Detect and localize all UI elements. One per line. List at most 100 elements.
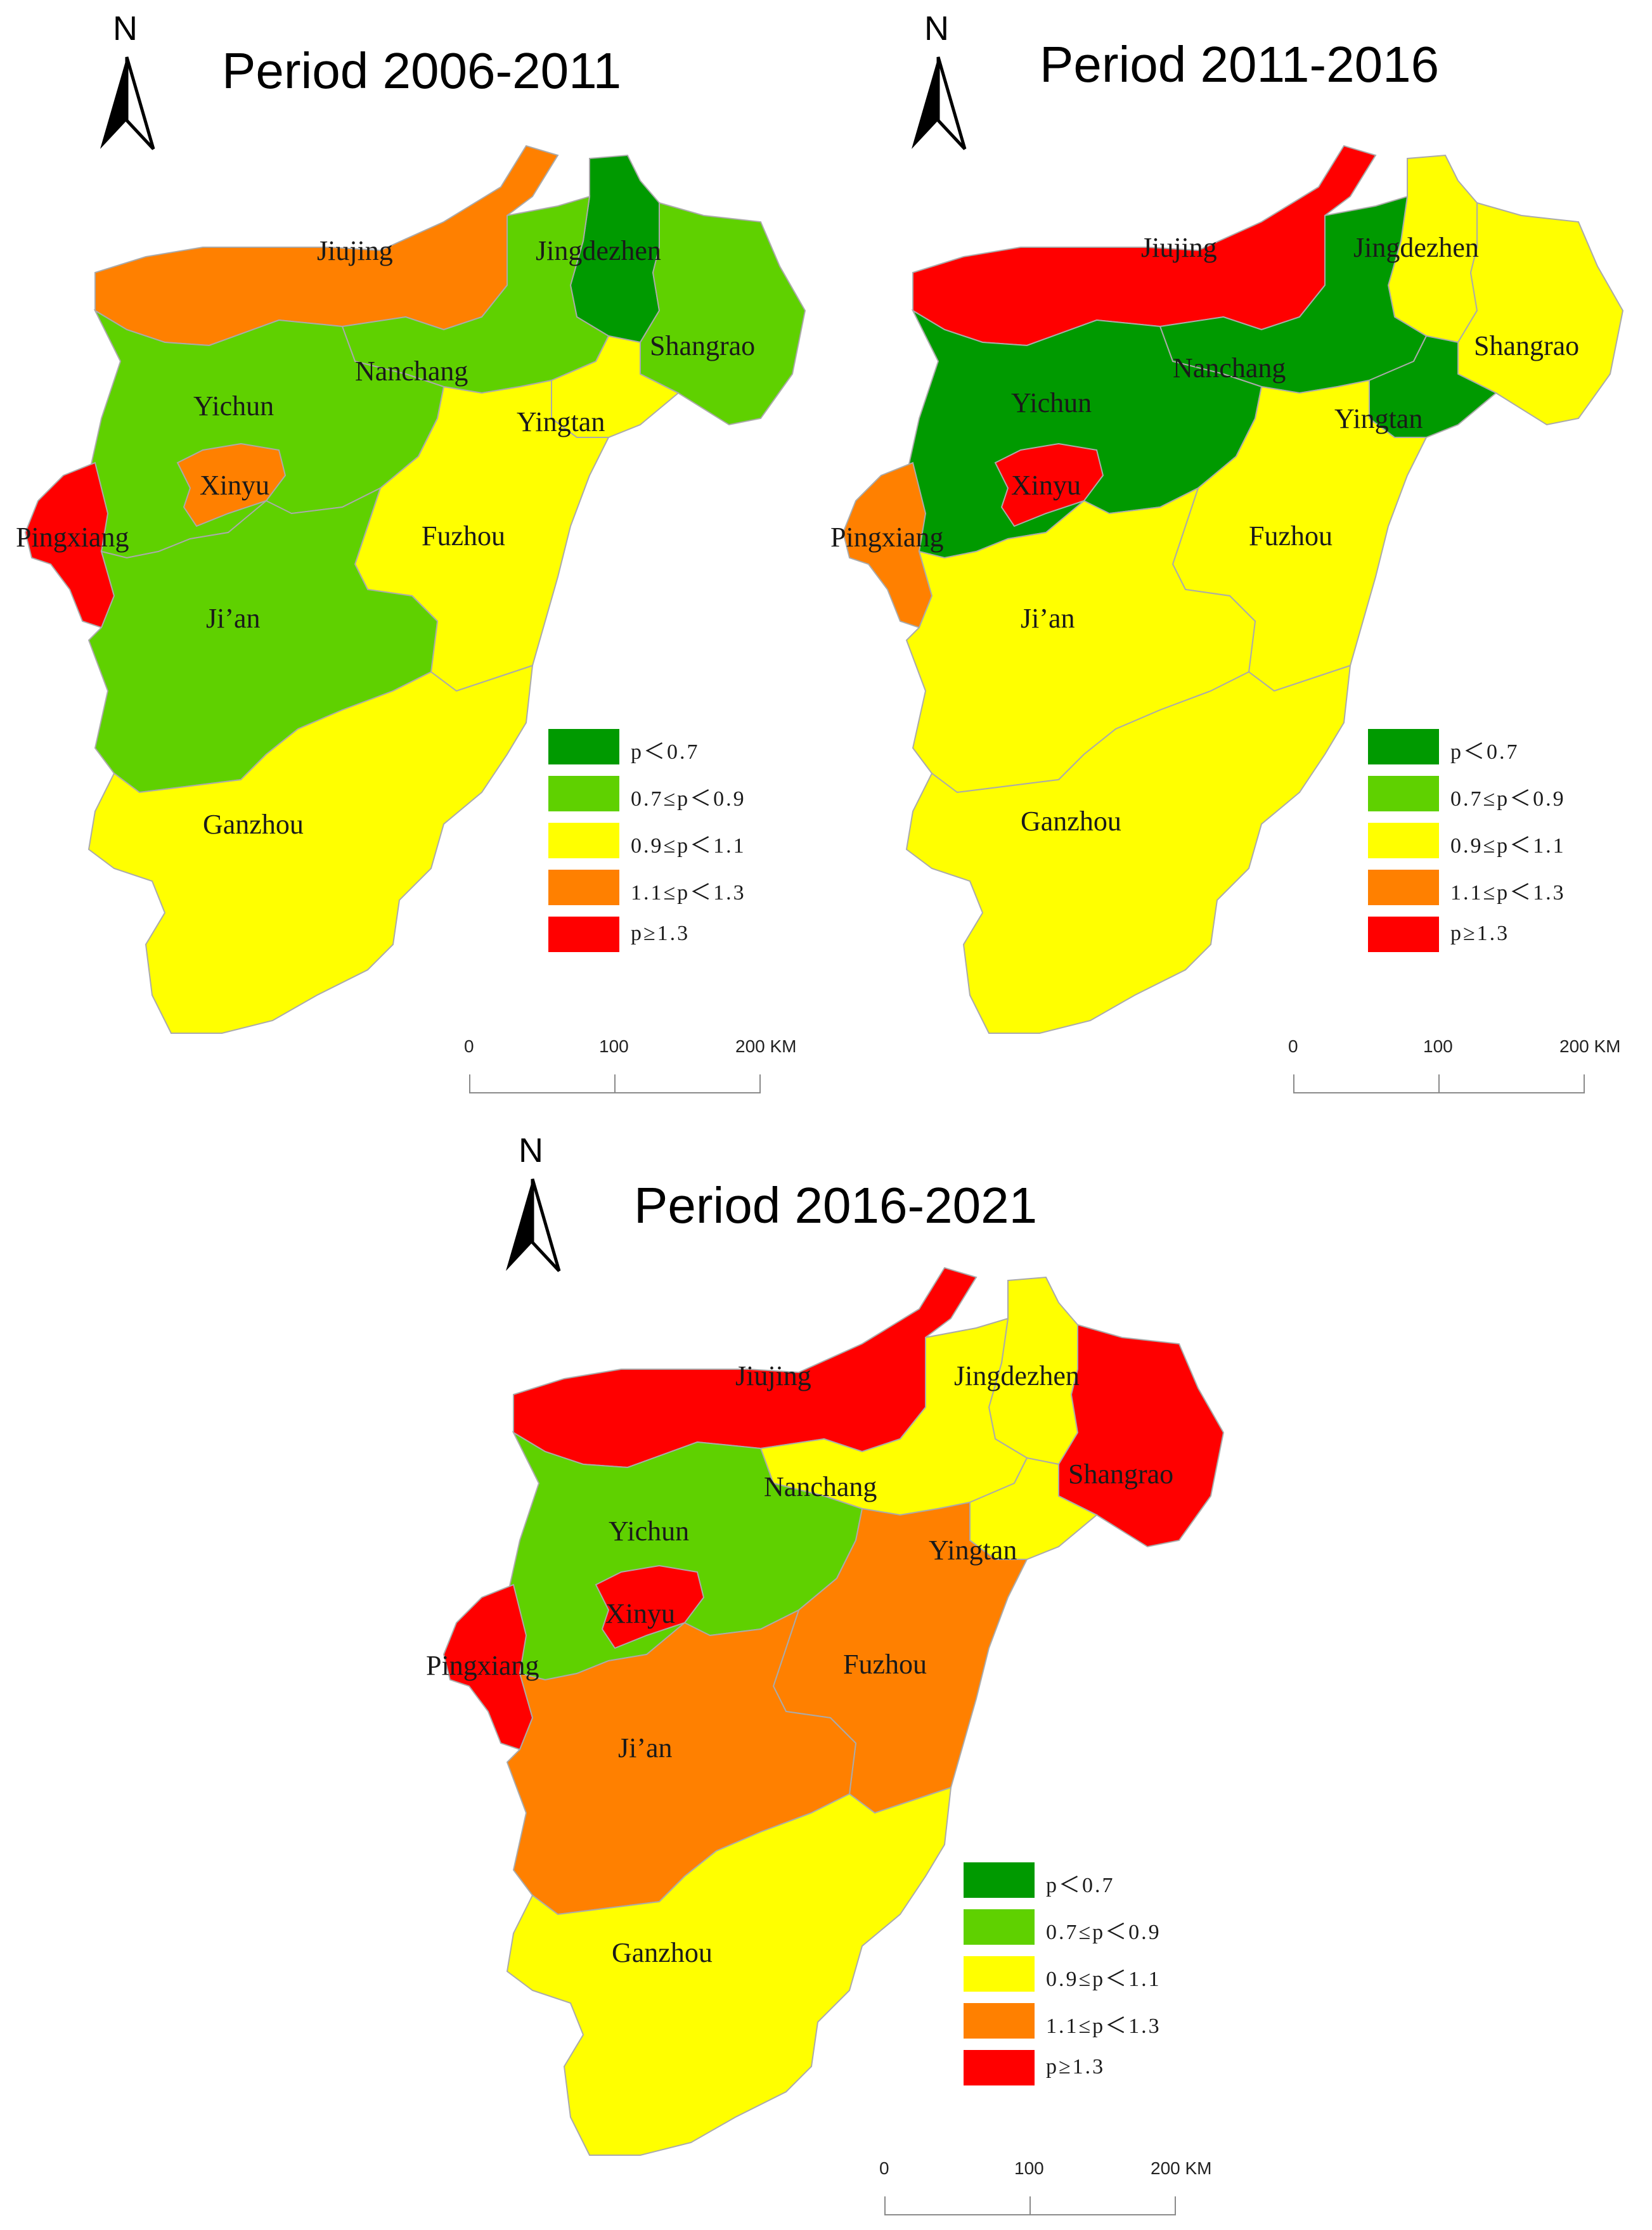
- legend-label: 0.9≤p＜1.1: [631, 834, 746, 858]
- region-labels-3: Jiujing Jingdezhen Shangrao Nanchang Yic…: [426, 1360, 1173, 1968]
- label-jian: Ji’an: [1021, 603, 1075, 634]
- scale-bar-1: 0 100 200 KM: [464, 1036, 797, 1106]
- legend-label: p≥1.3: [1046, 2055, 1106, 2079]
- legend-label: p＜0.7: [631, 740, 700, 764]
- legend-label: p≥1.3: [1450, 922, 1510, 945]
- scale-label-200: 200 KM: [1559, 1036, 1621, 1056]
- map-3: Jiujing Jingdezhen Shangrao Nanchang Yic…: [426, 1266, 1225, 2156]
- label-pingxiang: Pingxiang: [16, 522, 129, 553]
- region-shangrao: [640, 202, 806, 426]
- scale-mid-tick: [1438, 1074, 1440, 1093]
- label-fuzhou: Fuzhou: [843, 1649, 927, 1680]
- label-shangrao: Shangrao: [650, 330, 755, 361]
- scale-label-100: 100: [1014, 2158, 1044, 2178]
- scale-label-200: 200 KM: [735, 1036, 797, 1056]
- scale-label-0: 0: [879, 2158, 889, 2178]
- legend-swatch: [548, 917, 619, 952]
- label-yichun: Yichun: [193, 390, 274, 422]
- north-letter: N: [924, 10, 949, 48]
- label-fuzhou: Fuzhou: [1249, 520, 1333, 551]
- label-jiujing: Jiujing: [317, 235, 393, 266]
- label-xinyu: Xinyu: [200, 470, 269, 501]
- label-xinyu: Xinyu: [1011, 470, 1081, 501]
- map-title-2: Period 2011-2016: [1040, 36, 1440, 93]
- legend-label: p＜0.7: [1046, 1874, 1115, 1897]
- legend-label: 0.9≤p＜1.1: [1046, 1968, 1161, 1991]
- region-shangrao: [1457, 202, 1624, 426]
- legend-swatch: [1368, 729, 1439, 764]
- legend-label: 1.1≤p＜1.3: [1046, 2014, 1161, 2038]
- region-pingxiang: [442, 1583, 534, 1751]
- legend-swatch: [1368, 870, 1439, 905]
- legend-swatch: [548, 823, 619, 858]
- legend-swatch: [964, 2050, 1035, 2085]
- legend-swatch: [964, 1956, 1035, 1992]
- region-labels-1: Jiujing Jingdezhen Shangrao Nanchang Yic…: [16, 235, 755, 840]
- label-yingtan: Yingtan: [517, 406, 605, 437]
- legend-swatch: [964, 1909, 1035, 1945]
- scale-bar-2: 0 100 200 KM: [1288, 1036, 1621, 1106]
- map-1: Jiujing Jingdezhen Shangrao Nanchang Yic…: [16, 145, 806, 1034]
- region-pingxiang: [24, 461, 115, 629]
- label-fuzhou: Fuzhou: [422, 520, 505, 551]
- north-letter: N: [519, 1131, 543, 1170]
- label-nanchang: Nanchang: [1173, 352, 1286, 383]
- region-ganzhou: [506, 1786, 952, 2156]
- legend-label: 0.9≤p＜1.1: [1450, 834, 1566, 858]
- label-ganzhou: Ganzhou: [612, 1937, 713, 1968]
- scale-label-0: 0: [1288, 1036, 1298, 1056]
- region-shangrao: [1058, 1324, 1225, 1548]
- north-arrow-icon: [506, 1178, 561, 1272]
- label-jiujing: Jiujing: [735, 1360, 811, 1391]
- label-xinyu: Xinyu: [605, 1598, 675, 1629]
- label-jingdezhen: Jingdezhen: [536, 235, 661, 266]
- north-arrow-icon: [100, 56, 155, 150]
- label-jian: Ji’an: [618, 1732, 673, 1763]
- region-labels-2: Jiujing Jingdezhen Shangrao Nanchang Yic…: [830, 232, 1579, 837]
- label-shangrao: Shangrao: [1068, 1459, 1173, 1490]
- legend-swatch: [548, 729, 619, 764]
- label-jingdezhen: Jingdezhen: [954, 1360, 1080, 1391]
- legend-label: 0.7≤p＜0.9: [1046, 1921, 1161, 1944]
- scale-label-100: 100: [599, 1036, 629, 1056]
- map-title-3: Period 2016-2021: [634, 1177, 1038, 1234]
- scale-label-0: 0: [464, 1036, 474, 1056]
- legend-label: p≥1.3: [631, 922, 690, 945]
- scale-mid-tick: [614, 1074, 616, 1093]
- scale-label-100: 100: [1423, 1036, 1453, 1056]
- map-title-1: Period 2006-2011: [222, 42, 622, 99]
- label-yichun: Yichun: [609, 1516, 689, 1547]
- label-shangrao: Shangrao: [1474, 330, 1579, 361]
- legend-swatch: [1368, 823, 1439, 858]
- label-nanchang: Nanchang: [764, 1471, 877, 1502]
- label-jian: Ji’an: [206, 603, 261, 634]
- label-pingxiang: Pingxiang: [426, 1650, 539, 1681]
- label-ganzhou: Ganzhou: [1021, 806, 1121, 837]
- legend-swatch: [548, 870, 619, 905]
- label-yingtan: Yingtan: [929, 1535, 1017, 1566]
- north-arrow-3: N: [501, 1131, 564, 1274]
- label-jingdezhen: Jingdezhen: [1353, 232, 1479, 263]
- scale-mid-tick: [1029, 2196, 1031, 2215]
- label-jiujing: Jiujing: [1141, 232, 1217, 263]
- legend-swatch: [548, 776, 619, 811]
- label-nanchang: Nanchang: [355, 356, 468, 387]
- legend-label: p＜0.7: [1450, 740, 1520, 764]
- legend-swatch: [1368, 917, 1439, 952]
- scale-label-200: 200 KM: [1151, 2158, 1212, 2178]
- label-pingxiang: Pingxiang: [830, 522, 943, 553]
- north-letter: N: [113, 10, 138, 48]
- label-ganzhou: Ganzhou: [203, 809, 304, 840]
- legend-swatch: [964, 1862, 1035, 1898]
- north-arrow-icon: [912, 56, 967, 150]
- scale-bar-3: 0 100 200 KM: [879, 2158, 1212, 2228]
- north-arrow-1: N: [95, 10, 158, 152]
- region-ganzhou: [905, 664, 1352, 1034]
- legend-swatch: [964, 2003, 1035, 2039]
- region-pingxiang: [842, 461, 933, 629]
- map-2: Jiujing Jingdezhen Shangrao Nanchang Yic…: [830, 145, 1624, 1034]
- legend-swatch: [1368, 776, 1439, 811]
- legend-label: 1.1≤p＜1.3: [631, 881, 746, 905]
- legend-label: 0.7≤p＜0.9: [631, 787, 746, 811]
- label-yingtan: Yingtan: [1334, 403, 1423, 434]
